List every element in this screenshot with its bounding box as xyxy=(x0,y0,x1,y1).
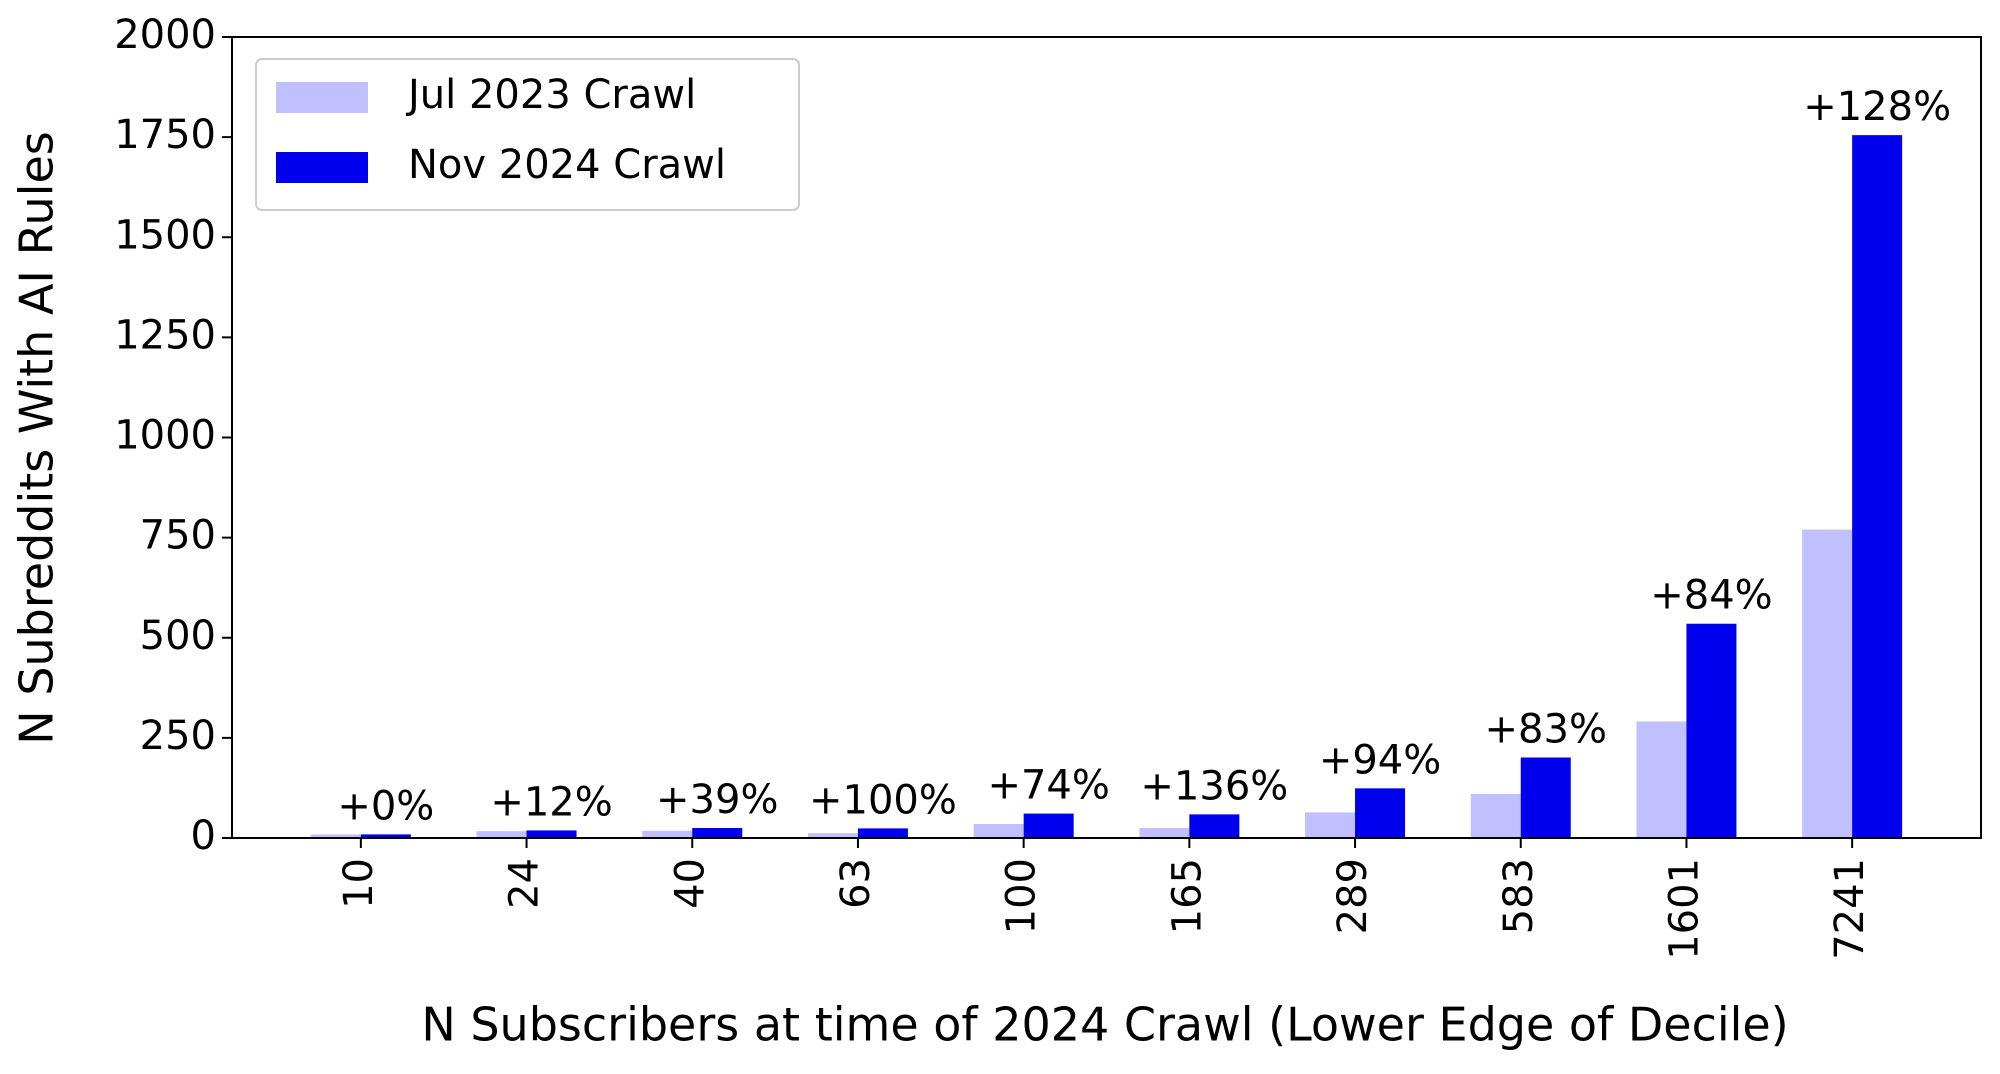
bar xyxy=(1305,812,1356,838)
bar xyxy=(973,823,1024,838)
x-tick-label: 289 xyxy=(1330,858,1376,934)
bar xyxy=(1139,827,1190,838)
y-tick-label: 1250 xyxy=(114,312,216,358)
legend-box xyxy=(255,58,800,211)
bar xyxy=(360,834,411,838)
annotation: +83% xyxy=(1485,706,1607,752)
y-tick-label: 1750 xyxy=(114,112,216,158)
bar xyxy=(1189,814,1240,838)
plot-frame xyxy=(231,36,1982,839)
y-axis-label: N Subreddits With AI Rules xyxy=(10,131,64,744)
bar xyxy=(1520,757,1571,838)
bar xyxy=(310,834,361,838)
y-tick-label: 250 xyxy=(140,713,216,759)
bar xyxy=(1636,721,1687,838)
x-tick-label: 100 xyxy=(999,858,1045,934)
y-tick-label: 750 xyxy=(140,513,216,559)
bar xyxy=(1686,623,1737,838)
legend-swatch xyxy=(276,152,368,183)
x-tick-label: 40 xyxy=(667,858,713,909)
bar xyxy=(857,828,908,838)
annotation: +12% xyxy=(490,779,612,825)
y-tick-label: 2000 xyxy=(114,12,216,58)
bar xyxy=(476,831,527,838)
bar xyxy=(642,830,693,838)
y-tick-label: 500 xyxy=(140,613,216,659)
x-tick-label: 24 xyxy=(502,858,548,909)
x-tick-label: 63 xyxy=(833,858,879,909)
annotation: +94% xyxy=(1319,737,1441,783)
x-axis-label: N Subscribers at time of 2024 Crawl (Low… xyxy=(421,998,1788,1052)
bar xyxy=(1023,813,1074,838)
annotation: +100% xyxy=(809,777,957,823)
annotation: +39% xyxy=(656,777,778,823)
annotation: +0% xyxy=(337,783,434,829)
annotation: +84% xyxy=(1650,573,1772,619)
bar xyxy=(692,827,743,838)
legend-label: Jul 2023 Crawl xyxy=(405,72,696,118)
y-tick-label: 1500 xyxy=(114,212,216,258)
bar xyxy=(807,833,858,838)
y-tick-label: 0 xyxy=(191,813,216,859)
bar xyxy=(1470,793,1521,838)
annotation: +136% xyxy=(1140,763,1288,809)
y-tick-label: 1000 xyxy=(114,413,216,459)
bar xyxy=(526,830,577,838)
x-tick-label: 10 xyxy=(336,858,382,909)
annotation: +128% xyxy=(1803,84,1951,130)
bar xyxy=(1802,529,1853,838)
x-tick-label: 165 xyxy=(1164,858,1210,934)
annotation: +74% xyxy=(987,763,1109,809)
bar xyxy=(1852,135,1903,838)
x-tick-label: 583 xyxy=(1496,858,1542,934)
legend-swatch xyxy=(276,82,368,113)
x-tick-label: 7241 xyxy=(1827,858,1873,960)
bar xyxy=(1355,788,1406,838)
legend-label: Nov 2024 Crawl xyxy=(408,142,726,188)
x-tick-label: 1601 xyxy=(1661,858,1707,960)
